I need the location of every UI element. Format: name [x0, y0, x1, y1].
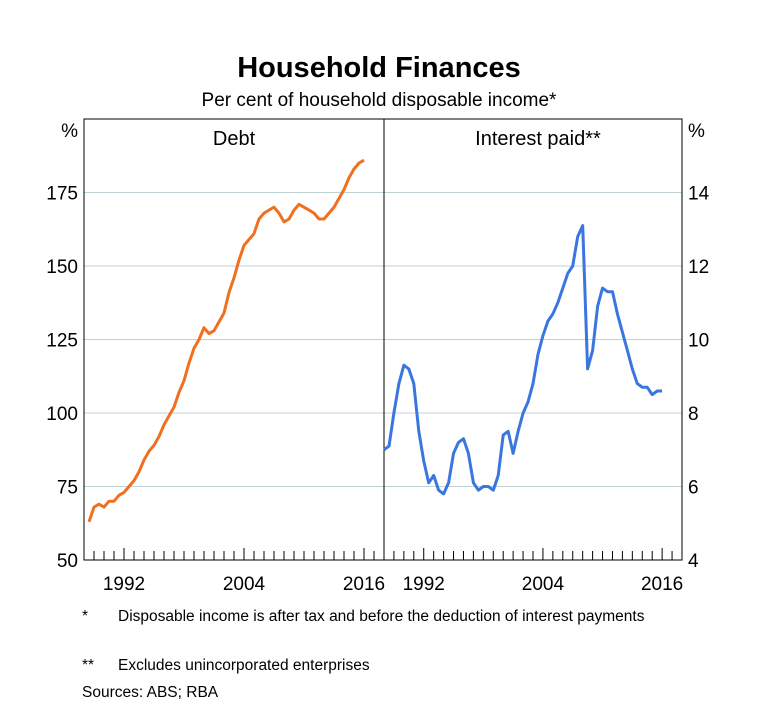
series-layer [87, 158, 663, 523]
panel-1-y-tick-label: 50 [57, 551, 78, 572]
panel-2-series-line-1 [383, 224, 663, 496]
panel-2-y-tick-label: 4 [688, 551, 699, 572]
panel-1-x-tick-label: 2016 [343, 574, 385, 595]
footnote-2-text: Excludes unincorporated enterprises [118, 657, 370, 674]
panel-2-y-tick-label: 14 [688, 184, 710, 205]
panel-2-x-tick-label: 2016 [641, 574, 683, 595]
plot-frame [83, 118, 683, 561]
panel-1-y-tick-label: 100 [46, 404, 78, 425]
footnote-1-mark: * [82, 608, 89, 625]
panel-2-y-unit-label: % [688, 121, 705, 142]
grid-layer [84, 192, 682, 487]
panel-2-y-tick-label: 10 [688, 331, 709, 352]
footnote-2-mark: ** [82, 657, 95, 674]
panel-1-y-tick-label: 175 [46, 184, 78, 205]
panel-2-title: Interest paid** [475, 128, 601, 150]
panel-2-y-tick-label: 12 [688, 257, 709, 278]
chart-title: Household Finances [237, 52, 521, 84]
panel-1-y-unit-label: % [61, 121, 78, 142]
sources-note: Sources: ABS; RBA [82, 684, 219, 701]
panel-1-series-line-1 [87, 158, 365, 523]
panel-2-x-tick-label: 2004 [522, 574, 565, 595]
panel-2-y-tick-label: 8 [688, 404, 699, 425]
panel-2-x-tick-label: 1992 [403, 574, 445, 595]
panel-1-y-tick-label: 150 [46, 257, 78, 278]
panel-1-y-tick-label: 125 [46, 331, 78, 352]
chart-subtitle: Per cent of household disposable income* [201, 90, 557, 111]
panel-1-title: Debt [213, 128, 256, 150]
panel-1-x-tick-label: 2004 [223, 574, 266, 595]
footnote-1-text: Disposable income is after tax and befor… [118, 608, 645, 625]
panel-1-y-tick-label: 75 [57, 478, 78, 499]
panel-2-y-tick-label: 6 [688, 478, 699, 499]
panel-frames [83, 118, 683, 561]
panel-1-x-tick-label: 1992 [103, 574, 145, 595]
